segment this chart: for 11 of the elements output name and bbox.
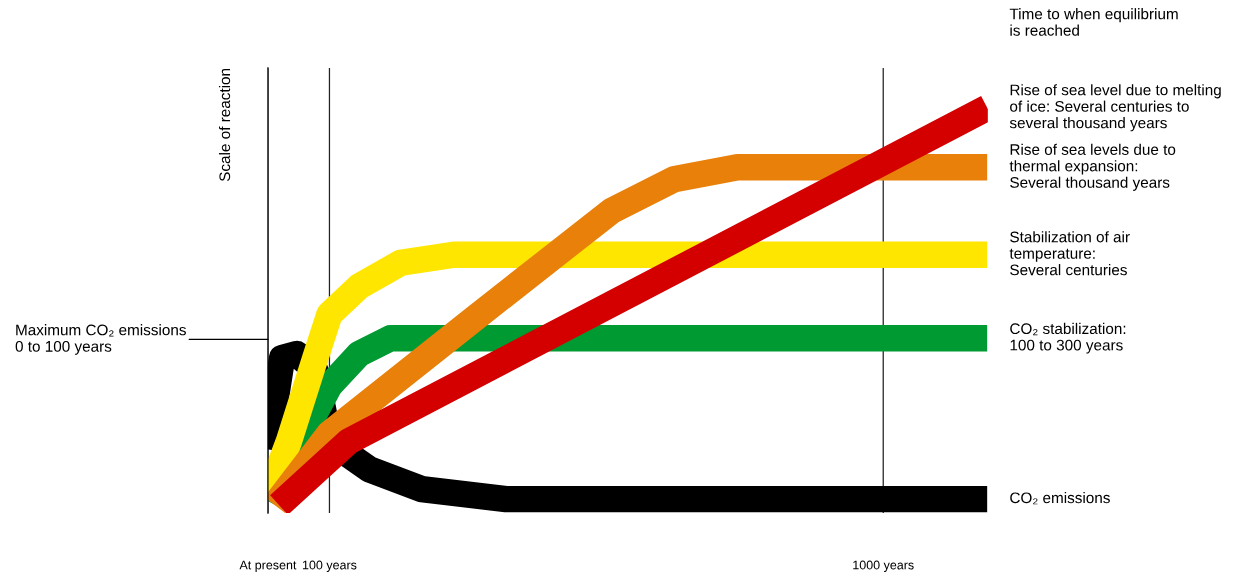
series-label: Rise of sea levels due to thermal expansion: Several thousand years: [1009, 143, 1176, 191]
x-tick-label: 1000 years: [853, 560, 914, 572]
text: Maximum CO₂ emissions 0 to 100 years: [15, 324, 186, 355]
x-tick-label: At present: [239, 560, 297, 572]
x-tick-label: 100 years: [302, 560, 357, 572]
text: Time to when equilibrium is reached: [1009, 8, 1178, 36]
series-label: Rise of sea level due to melting of ice: Several centuries to several thousand years: [1009, 84, 1221, 132]
series-label: CO₂ emissions: [1010, 491, 1110, 505]
y-axis-title: Scale of reaction: [218, 68, 231, 182]
series-label: CO₂ stabilization: 100 to 300 years: [1010, 322, 1126, 354]
series-label: Stabilization of air temperature: Several centuries: [1009, 231, 1130, 276]
